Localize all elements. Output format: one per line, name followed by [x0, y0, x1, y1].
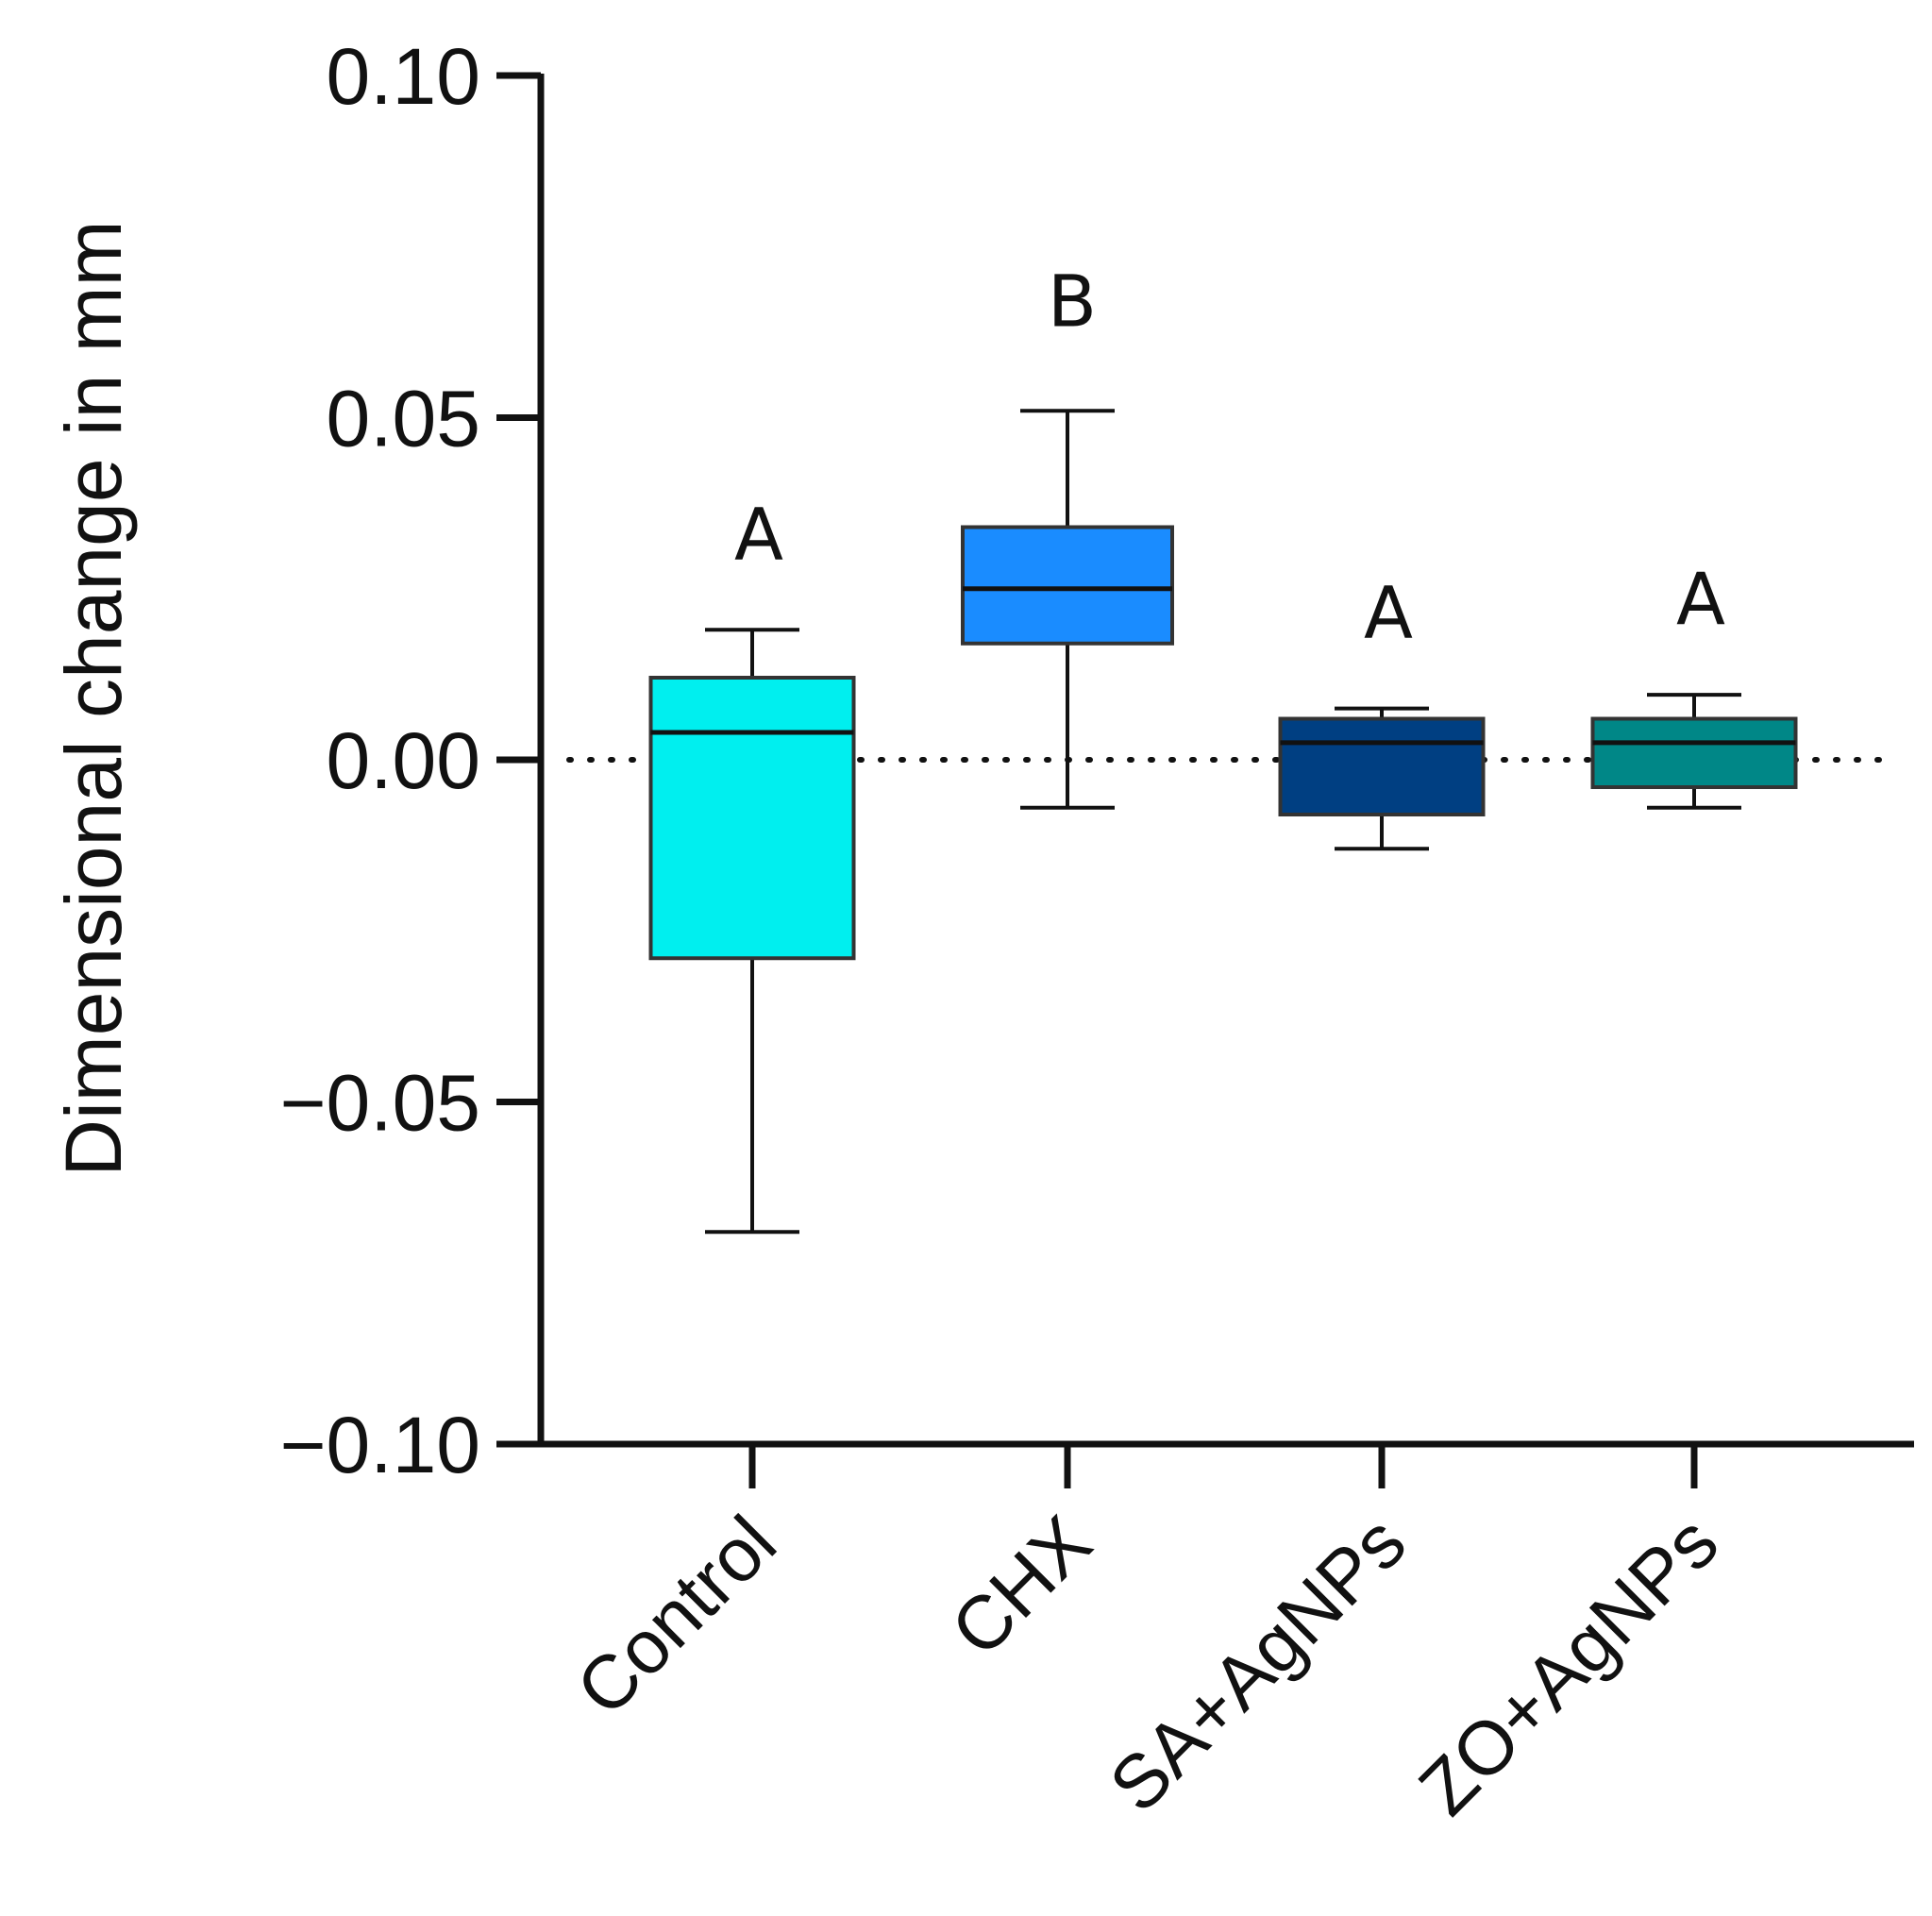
- labels-group: 0.10 0.05 0.00 −0.05 −0.10 Dimensional change…: [49, 32, 1734, 1831]
- significance-letter: B: [1048, 259, 1097, 343]
- box-iqr: [1590, 716, 1798, 789]
- axes: [496, 72, 1914, 1488]
- y-tick-label: −0.10: [279, 1401, 480, 1489]
- box-control: [648, 628, 856, 1235]
- box-iqr: [1278, 716, 1486, 816]
- significance-letter: A: [1676, 557, 1725, 641]
- significance-letter: A: [1364, 571, 1413, 655]
- box-zo-agnps: [1590, 693, 1798, 810]
- x-category-label: SA+AgNPs: [1094, 1500, 1421, 1827]
- boxes-group: [648, 409, 1798, 1235]
- x-category-label: CHX: [935, 1500, 1107, 1672]
- y-tick-label: 0.10: [327, 32, 481, 121]
- y-tick-label: 0.05: [327, 375, 481, 463]
- box-iqr: [648, 676, 856, 961]
- x-category-label: ZO+AgNPs: [1403, 1500, 1734, 1831]
- y-tick-label: 0.00: [327, 716, 481, 805]
- y-axis-title: Dimensional change in mm: [49, 220, 138, 1176]
- significance-letter: A: [734, 492, 783, 576]
- box-sa-agnps: [1278, 706, 1486, 851]
- box-iqr: [961, 525, 1174, 646]
- box-chx: [961, 409, 1174, 810]
- x-category-label: Control: [561, 1500, 792, 1731]
- y-tick-label: −0.05: [279, 1059, 480, 1148]
